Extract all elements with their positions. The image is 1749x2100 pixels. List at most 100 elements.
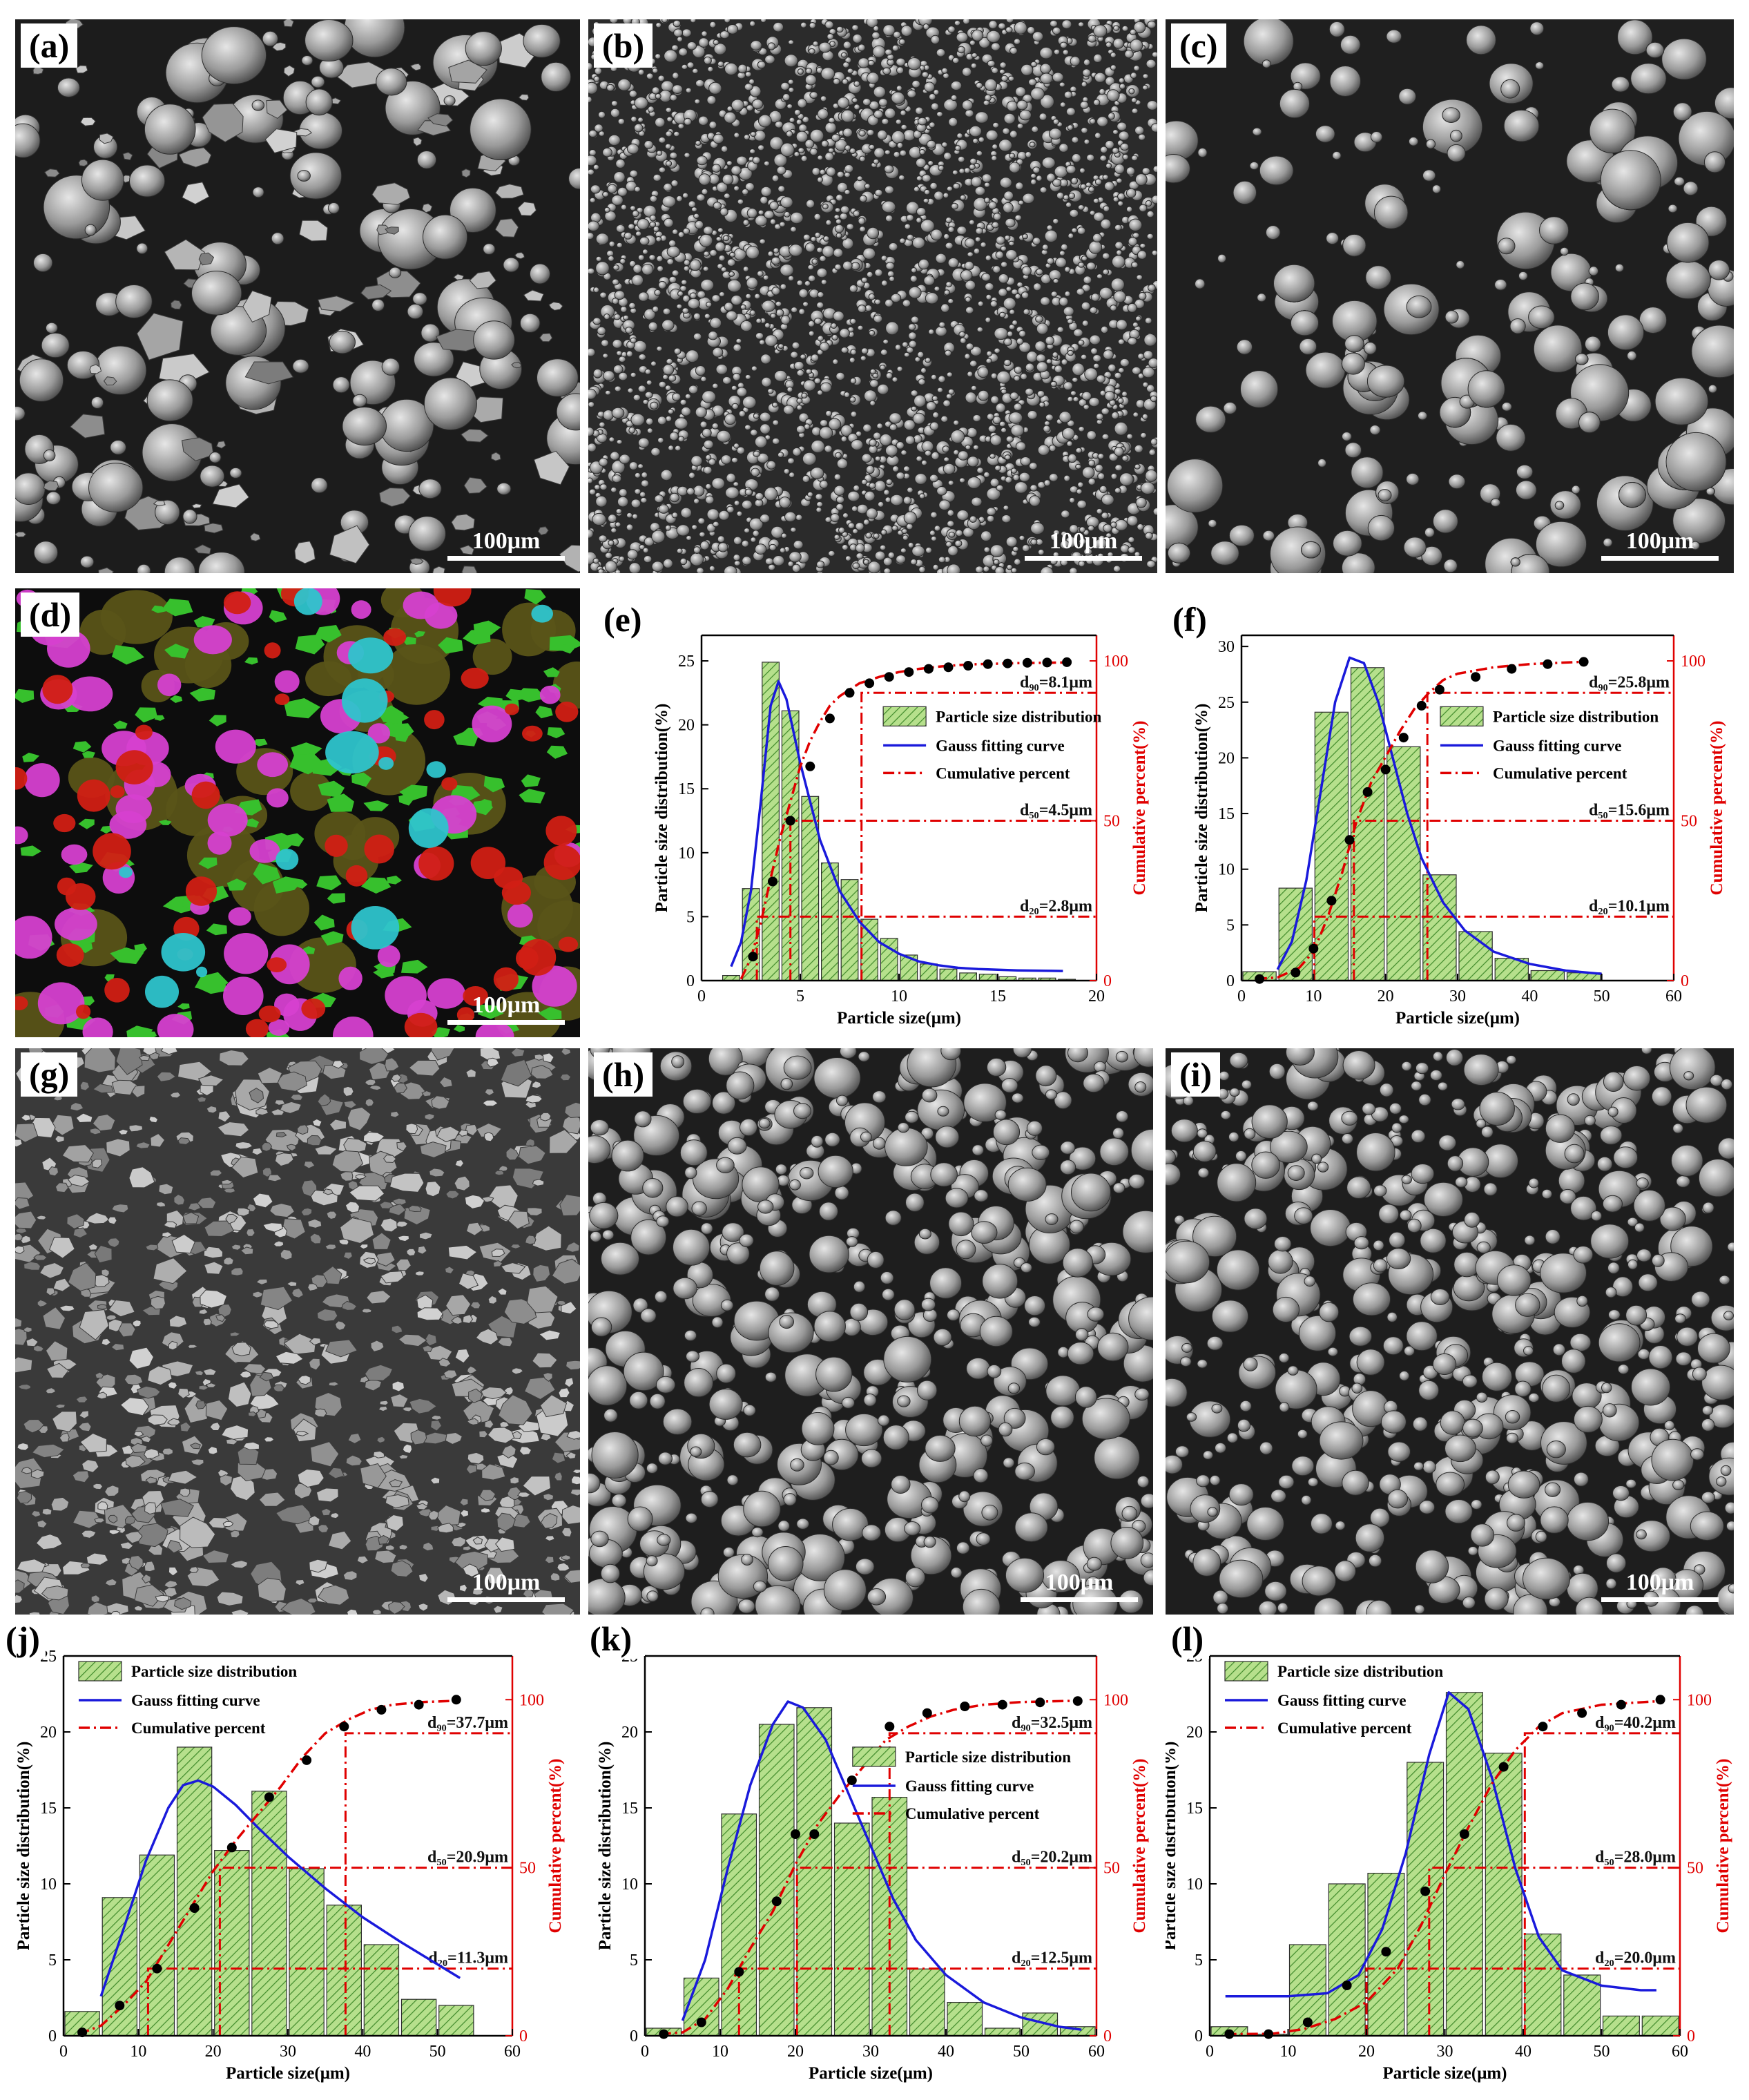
particle	[934, 286, 940, 292]
phase-green	[401, 959, 428, 974]
particle	[15, 1139, 23, 1148]
particle	[390, 1560, 414, 1578]
particle	[771, 256, 781, 265]
particle	[1021, 291, 1030, 299]
particle	[1708, 384, 1718, 394]
particle	[385, 1544, 395, 1551]
particle	[1061, 19, 1072, 30]
particle	[345, 1201, 360, 1213]
particle	[454, 1159, 465, 1168]
particle	[902, 496, 912, 505]
particle	[1240, 370, 1279, 408]
particle	[833, 485, 845, 496]
particle	[588, 267, 595, 275]
particle	[97, 1501, 108, 1511]
particle	[749, 148, 756, 155]
particle	[849, 377, 857, 385]
particle	[432, 566, 445, 573]
particle	[479, 1489, 496, 1501]
particle	[627, 387, 634, 394]
particle	[1197, 147, 1208, 158]
particle	[588, 443, 597, 452]
particle	[195, 1400, 206, 1409]
particle	[197, 1075, 224, 1087]
particle	[603, 370, 615, 381]
particle	[787, 561, 794, 568]
particle	[929, 182, 938, 190]
particle	[832, 358, 839, 365]
particle	[1040, 63, 1052, 75]
particle	[33, 1345, 45, 1352]
particle	[617, 496, 629, 508]
scale-bar: 100μm	[447, 1570, 565, 1602]
particle	[1093, 211, 1105, 222]
particle	[947, 509, 955, 517]
particle	[836, 26, 844, 33]
phase-cyan	[293, 588, 322, 615]
phase-red	[76, 1004, 91, 1019]
particle	[1067, 396, 1074, 403]
particle	[566, 1429, 580, 1440]
particle	[963, 527, 974, 538]
particle	[626, 512, 633, 519]
particle	[671, 44, 679, 51]
particle	[736, 155, 748, 166]
particle	[41, 332, 70, 358]
particle	[1146, 560, 1156, 568]
particle	[863, 559, 869, 565]
scale-bar: 100μm	[1025, 528, 1142, 561]
phase-olive	[79, 609, 126, 655]
particle	[1002, 127, 1010, 135]
particle	[517, 1492, 531, 1498]
particle	[182, 182, 210, 205]
particle	[308, 1515, 320, 1527]
particle	[1554, 501, 1565, 510]
particle	[733, 343, 742, 352]
particle	[522, 1588, 534, 1599]
particle	[930, 229, 943, 241]
particle	[1691, 325, 1734, 378]
phase-olive	[290, 771, 332, 811]
particle	[137, 563, 151, 573]
particle	[936, 111, 943, 117]
particle	[364, 1079, 376, 1086]
particle	[1145, 200, 1152, 207]
particle	[1078, 262, 1085, 268]
particle	[744, 182, 755, 191]
particle	[948, 117, 958, 127]
particle	[391, 1324, 403, 1334]
phase-red	[264, 642, 281, 659]
particle	[983, 566, 990, 572]
particle	[406, 1248, 416, 1257]
particle	[1081, 320, 1089, 327]
particle	[307, 1218, 322, 1229]
particle	[1126, 433, 1133, 440]
particle	[967, 456, 979, 468]
particle	[950, 80, 963, 91]
particle	[990, 372, 998, 380]
particle	[1714, 87, 1734, 119]
particle	[454, 1550, 488, 1571]
particle	[1150, 395, 1157, 403]
particle	[804, 280, 811, 287]
particle	[447, 1244, 478, 1260]
particle	[598, 131, 605, 137]
particle	[869, 439, 877, 447]
particle	[744, 374, 751, 380]
particle	[879, 365, 886, 371]
particle	[815, 493, 823, 501]
particle	[816, 560, 825, 568]
particle	[1614, 263, 1625, 273]
particle	[146, 379, 193, 422]
particle	[712, 383, 719, 389]
particle	[1117, 397, 1124, 404]
particle	[1418, 411, 1428, 421]
particle	[668, 276, 677, 284]
particle	[445, 1190, 460, 1200]
particle	[666, 358, 673, 365]
particle	[1078, 560, 1085, 568]
phase-magenta	[539, 685, 561, 704]
particle	[162, 1447, 173, 1456]
particle	[1654, 377, 1709, 425]
sem-panel-c: (c) 100μm	[1166, 19, 1734, 573]
